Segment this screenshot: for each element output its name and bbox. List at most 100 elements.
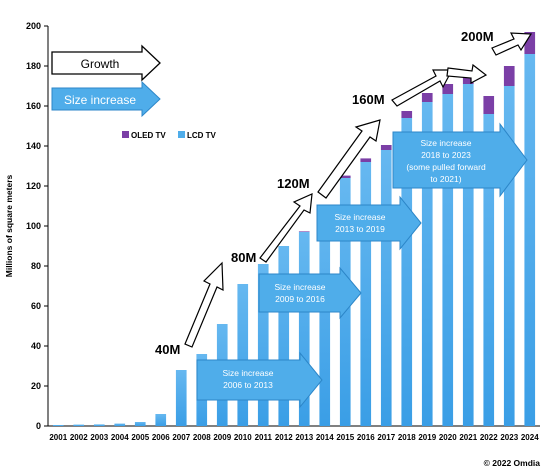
bar-lcd-2005 <box>134 422 146 426</box>
bar-oled-2017 <box>380 145 392 150</box>
bar-lcd-2010 <box>237 284 249 426</box>
x-tick-label: 2013 <box>295 433 313 442</box>
y-tick-label: 60 <box>31 301 41 311</box>
legend-label-lcd: LCD TV <box>187 131 217 140</box>
bar-lcd-2022 <box>483 114 495 426</box>
x-tick-label: 2015 <box>336 433 354 442</box>
bar-lcd-2014 <box>319 206 331 426</box>
y-axis-label: Millions of square meters <box>4 174 14 277</box>
callout-2018-2023-line4: to 2021) <box>430 174 461 184</box>
milestone-40m: 40M <box>155 342 180 357</box>
bar-oled-2013 <box>298 231 310 232</box>
growth-label: Growth <box>81 57 120 71</box>
bar-oled-2024 <box>524 32 536 54</box>
x-tick-label: 2021 <box>459 433 477 442</box>
bar-oled-2018 <box>401 111 413 118</box>
x-tick-label: 2019 <box>418 433 436 442</box>
x-tick-label: 2023 <box>500 433 518 442</box>
bar-lcd-2018 <box>401 118 413 426</box>
milestone-120m: 120M <box>277 176 310 191</box>
bar-oled-2022 <box>483 96 495 114</box>
x-tick-label: 2020 <box>439 433 457 442</box>
x-tick-label: 2024 <box>521 433 539 442</box>
x-tick-label: 2003 <box>90 433 108 442</box>
bar-oled-2020 <box>442 84 454 94</box>
x-tick-label: 2002 <box>70 433 88 442</box>
bar-lcd-2001 <box>52 425 64 426</box>
y-tick-label: 80 <box>31 261 41 271</box>
bar-lcd-2019 <box>421 102 433 426</box>
y-tick-label: 140 <box>26 141 41 151</box>
y-tick-label: 100 <box>26 221 41 231</box>
bar-lcd-2011 <box>257 264 269 426</box>
milestone-160m: 160M <box>352 92 385 107</box>
x-tick-label: 2018 <box>398 433 416 442</box>
x-tick-label: 2010 <box>234 433 252 442</box>
bar-oled-2023 <box>503 66 515 86</box>
size-increase-arrow: Size increase <box>51 80 161 118</box>
x-tick-label: 2006 <box>152 433 170 442</box>
callout-2018-2023-line2: 2018 to 2023 <box>421 150 471 160</box>
x-ticks: 2001 2002 2003 2004 2005 2006 2007 2008 2009 2010… <box>49 433 539 442</box>
growth-step-arrow-6 <box>491 32 533 56</box>
legend-swatch-lcd <box>178 131 185 138</box>
bar-oled-2015 <box>339 175 351 178</box>
bar-lcd-2007 <box>175 370 187 426</box>
callout-2018-2023-line1: Size increase <box>420 138 471 148</box>
bar-lcd-2024 <box>524 54 536 426</box>
callout-2009-2016-line1: Size increase <box>274 282 325 292</box>
callout-2013-2019-line2: 2013 to 2019 <box>335 224 385 234</box>
growth-arrow: Growth <box>51 44 161 82</box>
legend-label-oled: OLED TV <box>131 131 166 140</box>
x-tick-label: 2011 <box>255 433 273 442</box>
callout-2018-2023: Size increase 2018 to 2023 (some pulled … <box>392 122 528 198</box>
x-tick-label: 2008 <box>193 433 211 442</box>
bar-lcd-2016 <box>360 162 372 426</box>
bar-lcd-2017 <box>380 150 392 426</box>
callout-2018-2023-line3: (some pulled forward <box>406 162 486 172</box>
growth-step-arrow-5 <box>446 63 488 84</box>
growth-step-arrow-3 <box>317 119 381 199</box>
milestone-200m: 200M <box>461 29 494 44</box>
bar-lcd-2023 <box>503 86 515 426</box>
x-tick-label: 2007 <box>172 433 190 442</box>
legend: OLED TV LCD TV <box>122 131 217 140</box>
bar-lcd-2012 <box>278 246 290 426</box>
x-tick-label: 2017 <box>377 433 395 442</box>
bar-oled-2019 <box>421 93 433 102</box>
bar-lcd-2021 <box>462 84 474 426</box>
callout-2006-2013-line2: 2006 to 2013 <box>223 380 273 390</box>
bar-lcd-2002 <box>73 424 85 426</box>
callout-2009-2016: Size increase 2009 to 2016 <box>258 266 362 320</box>
y-tick-label: 0 <box>36 421 41 431</box>
milestone-80m: 80M <box>231 250 256 265</box>
y-ticks: 0 20 40 60 80 100 120 140 160 180 200 <box>26 21 48 431</box>
legend-swatch-oled <box>122 131 129 138</box>
y-tick-label: 20 <box>31 381 41 391</box>
y-tick-label: 200 <box>26 21 41 31</box>
bar-lcd-2006 <box>155 414 167 426</box>
bar-lcd-2004 <box>114 423 126 426</box>
copyright: © 2022 Omdia <box>484 458 541 468</box>
y-tick-label: 180 <box>26 61 41 71</box>
bar-oled-2016 <box>360 158 372 162</box>
bars <box>52 32 536 426</box>
x-tick-label: 2014 <box>316 433 334 442</box>
bar-oled-2021 <box>462 76 474 84</box>
y-tick-label: 120 <box>26 181 41 191</box>
callout-2006-2013: Size increase 2006 to 2013 <box>196 351 323 409</box>
bar-lcd-2020 <box>442 94 454 426</box>
y-tick-label: 40 <box>31 341 41 351</box>
x-tick-label: 2022 <box>480 433 498 442</box>
x-tick-label: 2012 <box>275 433 293 442</box>
callout-2013-2019-line1: Size increase <box>334 212 385 222</box>
bar-lcd-2013 <box>298 232 310 426</box>
callout-2006-2013-line1: Size increase <box>222 368 273 378</box>
callout-2013-2019: Size increase 2013 to 2019 <box>316 195 422 251</box>
bar-lcd-2003 <box>93 424 105 426</box>
growth-step-arrow-2 <box>259 193 313 263</box>
x-tick-label: 2005 <box>131 433 149 442</box>
growth-step-arrow-4 <box>391 69 453 107</box>
x-tick-label: 2016 <box>357 433 375 442</box>
